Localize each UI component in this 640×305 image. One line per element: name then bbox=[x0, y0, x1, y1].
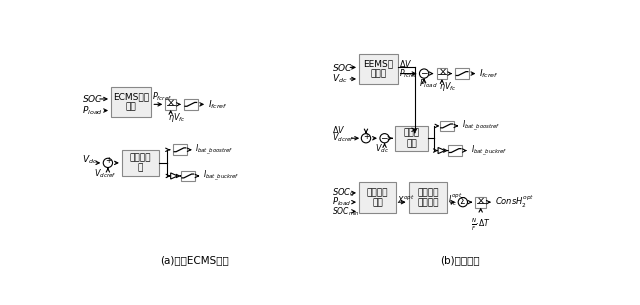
Text: 电压调
节器: 电压调 节器 bbox=[404, 128, 420, 148]
Bar bbox=[173, 144, 187, 155]
Text: $I_{bat\_boostref}$: $I_{bat\_boostref}$ bbox=[195, 142, 234, 157]
Text: $I_{bat\_buckref}$: $I_{bat\_buckref}$ bbox=[204, 169, 240, 183]
Text: $I_{bat\_boostref}$: $I_{bat\_boostref}$ bbox=[462, 119, 500, 133]
Text: $SOC$: $SOC$ bbox=[332, 62, 353, 73]
Text: 燃料电池
极化曲线: 燃料电池 极化曲线 bbox=[417, 188, 439, 207]
Text: $-$: $-$ bbox=[380, 132, 389, 141]
Text: $-$: $-$ bbox=[420, 67, 428, 77]
Bar bbox=[122, 150, 159, 176]
Text: EEMS优
化算法: EEMS优 化算法 bbox=[364, 59, 394, 79]
Text: +: + bbox=[105, 156, 111, 165]
Text: $P_{load}$: $P_{load}$ bbox=[419, 77, 438, 90]
Text: $\Sigma$: $\Sigma$ bbox=[460, 196, 467, 206]
Text: $V_{dc}$: $V_{dc}$ bbox=[375, 143, 389, 155]
Bar bbox=[440, 120, 454, 131]
Circle shape bbox=[458, 198, 467, 207]
Bar bbox=[184, 99, 198, 110]
Text: $P_{load}$: $P_{load}$ bbox=[332, 196, 351, 208]
Text: $P_{load}$: $P_{load}$ bbox=[81, 104, 102, 117]
Text: 离线优化
算法: 离线优化 算法 bbox=[367, 188, 388, 207]
Text: $SOC$: $SOC$ bbox=[81, 93, 102, 105]
Bar bbox=[436, 68, 447, 79]
Text: $\times$: $\times$ bbox=[438, 67, 446, 77]
Text: $\Delta V$: $\Delta V$ bbox=[332, 124, 346, 135]
Text: ECMS优化
算法: ECMS优化 算法 bbox=[113, 92, 149, 112]
Circle shape bbox=[103, 158, 113, 167]
Text: $X^{opt}$: $X^{opt}$ bbox=[397, 194, 415, 206]
Bar bbox=[448, 145, 462, 156]
Bar bbox=[359, 182, 396, 213]
Text: $I_{fc}^{opt}$: $I_{fc}^{opt}$ bbox=[448, 192, 463, 208]
Bar bbox=[180, 170, 195, 181]
Circle shape bbox=[380, 134, 389, 143]
Text: $ConsH_2^{opt}$: $ConsH_2^{opt}$ bbox=[495, 194, 534, 210]
Bar bbox=[476, 197, 486, 207]
Text: $\eta V_{fc}$: $\eta V_{fc}$ bbox=[439, 80, 456, 93]
Bar bbox=[165, 99, 176, 110]
Text: $I_{bat\_buckref}$: $I_{bat\_buckref}$ bbox=[470, 143, 507, 158]
Bar bbox=[408, 182, 447, 213]
Text: $V_{dcref}$: $V_{dcref}$ bbox=[93, 167, 116, 180]
Text: $I_{fcref}$: $I_{fcref}$ bbox=[208, 98, 228, 111]
Text: $SOC_{min}$: $SOC_{min}$ bbox=[332, 205, 360, 218]
Text: $V_{dc}$: $V_{dc}$ bbox=[332, 73, 348, 85]
Text: $P_{fcref}$: $P_{fcref}$ bbox=[399, 67, 419, 80]
Text: 电压调节
器: 电压调节 器 bbox=[130, 153, 151, 173]
Text: $V_{dc}$: $V_{dc}$ bbox=[81, 153, 97, 166]
Text: $V_{dcref}$: $V_{dcref}$ bbox=[332, 132, 355, 145]
Bar bbox=[455, 68, 469, 79]
Text: $\Delta V$: $\Delta V$ bbox=[399, 58, 413, 69]
Text: (a)传统ECMS策略: (a)传统ECMS策略 bbox=[161, 255, 229, 265]
Bar bbox=[359, 54, 397, 84]
Text: $SOC_0$: $SOC_0$ bbox=[332, 187, 355, 199]
Text: +: + bbox=[363, 132, 369, 141]
Bar bbox=[396, 126, 428, 151]
Circle shape bbox=[419, 69, 429, 78]
Text: $\frac{N}{F}{\cdot}\Delta T$: $\frac{N}{F}{\cdot}\Delta T$ bbox=[471, 217, 490, 233]
Bar bbox=[111, 88, 151, 117]
Text: $P_{fcref}$: $P_{fcref}$ bbox=[152, 90, 172, 103]
Text: $\times$: $\times$ bbox=[166, 98, 175, 108]
Text: $\times$: $\times$ bbox=[476, 196, 485, 206]
Text: $\eta V_{fc}$: $\eta V_{fc}$ bbox=[168, 111, 185, 124]
Circle shape bbox=[362, 134, 371, 143]
Text: (b)所提策略: (b)所提策略 bbox=[440, 255, 479, 265]
Text: $I_{fcref}$: $I_{fcref}$ bbox=[479, 67, 499, 80]
